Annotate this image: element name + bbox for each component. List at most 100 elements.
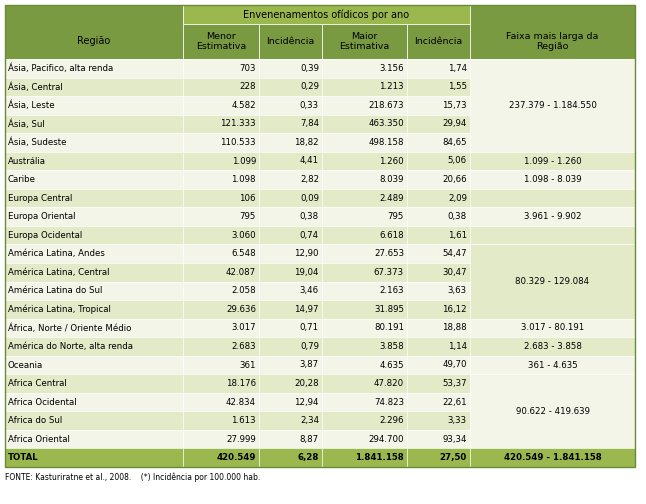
Bar (407, 226, 470, 244)
Bar (259, 430, 322, 449)
Bar (322, 24, 407, 59)
Text: 2.683 - 3.858: 2.683 - 3.858 (523, 342, 581, 351)
Bar (470, 59, 635, 152)
Text: 361 - 4.635: 361 - 4.635 (528, 360, 578, 369)
Text: América do Norte, alta renda: América do Norte, alta renda (8, 342, 133, 351)
Text: 3.156: 3.156 (379, 64, 404, 73)
Bar (322, 319, 407, 337)
Text: Menor
Estimativa: Menor Estimativa (196, 32, 246, 51)
Bar (5, 449, 183, 467)
Text: Maior
Estimativa: Maior Estimativa (339, 32, 390, 51)
Text: 53,37: 53,37 (443, 379, 467, 388)
Bar (470, 189, 635, 207)
Text: 2.683: 2.683 (231, 342, 256, 351)
Bar (259, 337, 322, 356)
Bar (183, 430, 259, 449)
Text: 12,94: 12,94 (295, 398, 319, 407)
Bar (5, 78, 183, 96)
Bar (407, 78, 470, 96)
Bar (407, 59, 470, 78)
Bar (407, 244, 470, 263)
Text: 6.618: 6.618 (379, 231, 404, 240)
Bar (407, 152, 470, 170)
Bar (407, 282, 470, 300)
Text: 2.058: 2.058 (231, 286, 256, 295)
Text: 14,97: 14,97 (295, 305, 319, 314)
Bar (470, 170, 635, 189)
Bar (183, 300, 259, 319)
Text: 294.700: 294.700 (368, 434, 404, 444)
Text: 121.333: 121.333 (220, 119, 256, 129)
Bar (259, 244, 322, 263)
Bar (259, 226, 322, 244)
Bar (322, 449, 407, 467)
Text: Ásia, Sudeste: Ásia, Sudeste (8, 138, 67, 147)
Text: Faixa mais larga da
Região: Faixa mais larga da Região (506, 32, 599, 51)
Text: 0,79: 0,79 (300, 342, 319, 351)
Text: 3,33: 3,33 (448, 416, 467, 425)
Text: 795: 795 (388, 212, 404, 221)
Text: Africa Oriental: Africa Oriental (8, 434, 70, 444)
Text: 0,74: 0,74 (300, 231, 319, 240)
Text: 80.191: 80.191 (374, 324, 404, 333)
Text: 420.549: 420.549 (216, 453, 256, 462)
Text: 3,63: 3,63 (448, 286, 467, 295)
Bar (259, 152, 322, 170)
Bar (322, 226, 407, 244)
Text: 29.636: 29.636 (226, 305, 256, 314)
Text: 110.533: 110.533 (220, 138, 256, 147)
Bar (5, 337, 183, 356)
Text: 3,87: 3,87 (300, 360, 319, 369)
Bar (470, 449, 635, 467)
Bar (183, 78, 259, 96)
Text: TOTAL: TOTAL (8, 453, 39, 462)
Bar (5, 244, 183, 263)
Text: Austrália: Austrália (8, 157, 46, 165)
Text: 1.099 - 1.260: 1.099 - 1.260 (524, 157, 581, 165)
Text: África, Norte / Oriente Médio: África, Norte / Oriente Médio (8, 323, 131, 333)
Bar (5, 411, 183, 430)
Text: 1.099: 1.099 (232, 157, 256, 165)
Bar (5, 282, 183, 300)
Bar (407, 319, 470, 337)
Text: 8,87: 8,87 (300, 434, 319, 444)
Text: 6,28: 6,28 (298, 453, 319, 462)
Bar (407, 393, 470, 411)
Bar (322, 114, 407, 133)
Text: 0,38: 0,38 (300, 212, 319, 221)
Bar (183, 337, 259, 356)
Bar (322, 133, 407, 152)
Text: 0,33: 0,33 (300, 101, 319, 110)
Text: 27,50: 27,50 (440, 453, 467, 462)
Text: 0,39: 0,39 (300, 64, 319, 73)
Bar (322, 374, 407, 393)
Text: 2,09: 2,09 (448, 194, 467, 203)
Text: 228: 228 (240, 82, 256, 91)
Text: 18,88: 18,88 (443, 324, 467, 333)
Bar (322, 78, 407, 96)
Bar (183, 226, 259, 244)
Bar (322, 59, 407, 78)
Bar (470, 356, 635, 374)
Bar (407, 300, 470, 319)
Bar (259, 449, 322, 467)
Bar (407, 263, 470, 282)
Text: 463.350: 463.350 (368, 119, 404, 129)
Bar (259, 114, 322, 133)
Bar (183, 244, 259, 263)
Text: 67.373: 67.373 (374, 268, 404, 277)
Bar (183, 114, 259, 133)
Bar (5, 374, 183, 393)
Text: 2,82: 2,82 (300, 175, 319, 184)
Text: 90.622 - 419.639: 90.622 - 419.639 (516, 407, 590, 416)
Bar (183, 263, 259, 282)
Bar (470, 319, 635, 337)
Text: 3,46: 3,46 (300, 286, 319, 295)
Bar (259, 207, 322, 226)
Text: Africa Central: Africa Central (8, 379, 67, 388)
Bar (259, 356, 322, 374)
Text: Africa Ocidental: Africa Ocidental (8, 398, 77, 407)
Text: 237.379 - 1.184.550: 237.379 - 1.184.550 (508, 101, 596, 110)
Text: Envenenamentos ofídicos por ano: Envenenamentos ofídicos por ano (244, 9, 410, 20)
Bar (259, 319, 322, 337)
